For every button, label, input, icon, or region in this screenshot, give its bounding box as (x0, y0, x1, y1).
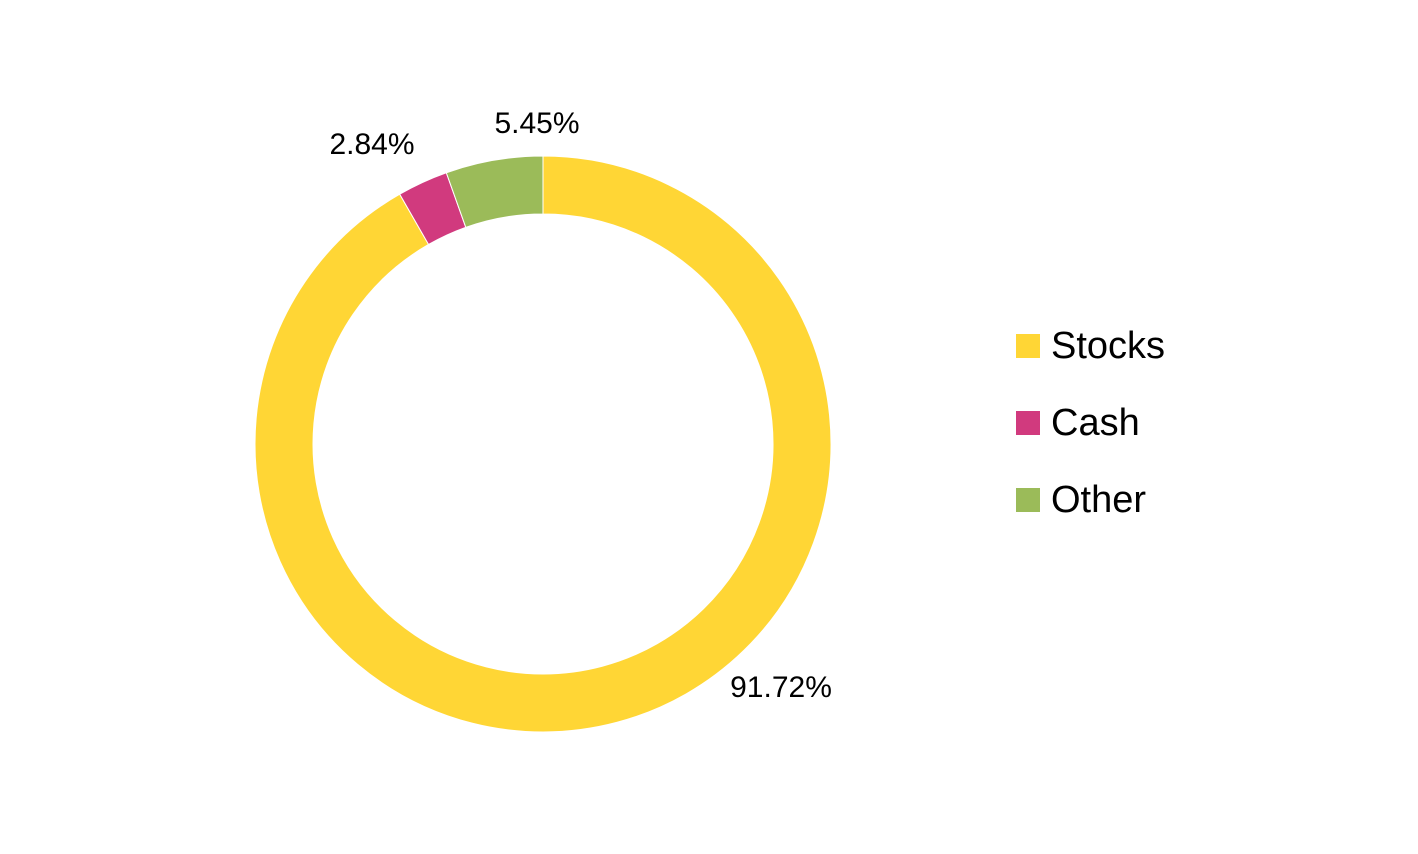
data-label-other: 5.45% (494, 107, 579, 140)
legend-item-other: Other (1016, 476, 1165, 524)
donut-slices (254, 155, 832, 733)
data-labels: 91.72% 2.84% 5.45% (329, 107, 831, 704)
legend: Stocks Cash Other (1016, 322, 1165, 553)
legend-item-stocks: Stocks (1016, 322, 1165, 370)
legend-label-stocks: Stocks (1051, 325, 1166, 367)
legend-label-other: Other (1051, 479, 1147, 521)
slice-other (445, 155, 544, 228)
legend-swatch-other (1016, 488, 1040, 512)
legend-swatch-stocks (1016, 334, 1040, 358)
data-label-stocks: 91.72% (730, 671, 832, 704)
slice-stocks (254, 155, 832, 733)
legend-label-cash: Cash (1051, 402, 1140, 444)
legend-item-cash: Cash (1016, 399, 1165, 447)
legend-swatch-cash (1016, 411, 1040, 435)
data-label-cash: 2.84% (329, 128, 414, 161)
